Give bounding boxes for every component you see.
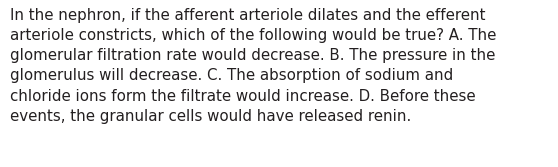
- Text: In the nephron, if the afferent arteriole dilates and the efferent
arteriole con: In the nephron, if the afferent arteriol…: [10, 8, 497, 124]
